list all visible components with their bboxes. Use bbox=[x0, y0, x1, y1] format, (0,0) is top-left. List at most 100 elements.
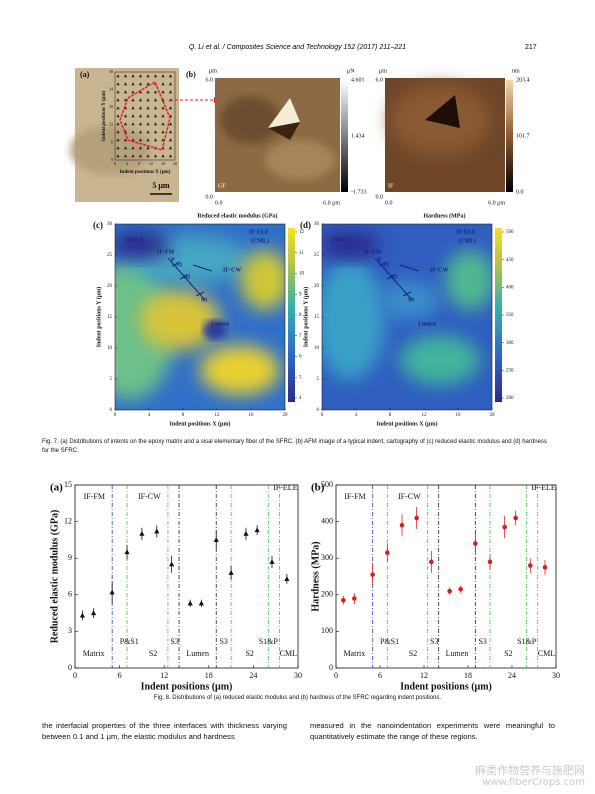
point bbox=[513, 515, 518, 521]
region-label: S3 bbox=[170, 637, 178, 646]
colorbar-title: Hardness (MPa) bbox=[423, 212, 465, 219]
point bbox=[447, 588, 452, 594]
axis-title: Indent positions X (μm) bbox=[120, 170, 171, 175]
region-label: S2 bbox=[504, 649, 512, 658]
annotation: S3 bbox=[201, 297, 207, 303]
region-label: P&S1 bbox=[380, 637, 399, 646]
y-tick-label: 25 bbox=[107, 253, 113, 258]
colorbar-tick-label: 350 bbox=[506, 313, 514, 318]
point bbox=[502, 524, 507, 530]
region-boundary-label: IF-FM bbox=[344, 492, 365, 501]
x-tick-label: 24 bbox=[508, 671, 516, 680]
point bbox=[370, 572, 375, 577]
colorbar-tick-label: 4 bbox=[299, 396, 302, 401]
point bbox=[352, 596, 357, 601]
region-label: Matrix bbox=[343, 649, 365, 658]
region-label: S3 bbox=[219, 637, 227, 646]
y-tick-label: 12 bbox=[109, 122, 113, 127]
axis-title: Indent positions X (μm) bbox=[170, 420, 231, 427]
panel-label: (c) bbox=[93, 220, 103, 230]
colorbar-tick-label: -1.733 bbox=[351, 189, 367, 195]
axis-title: Hardness (MPa) bbox=[310, 541, 321, 611]
annotation: (CML) bbox=[251, 237, 269, 244]
colorbar-tick-label: 9 bbox=[299, 292, 302, 297]
y-tick-label: 24 bbox=[109, 87, 113, 92]
point bbox=[213, 537, 219, 542]
axis-title: Indent positions X (μm) bbox=[377, 420, 438, 427]
x-tick-label: 8 bbox=[138, 161, 140, 166]
colorbar-tick-label: 10 bbox=[299, 272, 305, 277]
panel-a: (a) Indent positions Y (μm) Indent posit… bbox=[70, 68, 220, 202]
annotation: S2 bbox=[184, 274, 190, 280]
y-tick-label: 10 bbox=[107, 346, 113, 351]
x-tick-label: 16 bbox=[456, 413, 462, 418]
colorbar-tick-label: 250 bbox=[506, 368, 514, 373]
x-tick-label: 4 bbox=[148, 413, 151, 418]
annotation: Lumen bbox=[418, 321, 437, 327]
point bbox=[187, 600, 193, 606]
indent bbox=[425, 95, 460, 128]
annotation: S1 bbox=[383, 262, 389, 268]
x-tick-label: 0 bbox=[114, 413, 117, 418]
y-tick-label: 15 bbox=[64, 480, 72, 489]
x-tick-label: 20 bbox=[173, 161, 177, 166]
annotation: S1 bbox=[176, 262, 182, 268]
y-tick-label: 0 bbox=[111, 157, 113, 162]
annotation: Matrix bbox=[332, 237, 350, 243]
x-tick-label: 18 bbox=[205, 671, 213, 680]
y-tick-label: 400 bbox=[321, 516, 333, 525]
point bbox=[414, 515, 419, 521]
running-title: Q. Li et al. / Composites Science and Te… bbox=[188, 44, 407, 51]
x-tick-label: 30 bbox=[552, 671, 560, 680]
axis-title: Indent positions Y (μm) bbox=[95, 287, 102, 347]
panel-b: (b) μm6.00.00.0 6.0 μmGFμN4.6011.434-1.73… bbox=[186, 68, 530, 206]
colorbar-tick-label: 6 bbox=[299, 355, 302, 360]
region-boundary-label: IF-FM bbox=[84, 492, 105, 501]
region-label: Lumen bbox=[446, 649, 469, 658]
panel-d: (d) Hardness (MPa) Indent positions Y (μm)… bbox=[300, 212, 514, 427]
colorbar-tick-label: 200 bbox=[506, 396, 514, 401]
point bbox=[269, 559, 275, 564]
watermark: 麻类作物营养与施肥网 bbox=[475, 764, 585, 777]
y-tick-label: 0 bbox=[68, 663, 72, 672]
point bbox=[124, 549, 130, 555]
annotation: IF-CW bbox=[223, 267, 241, 273]
point bbox=[154, 528, 160, 534]
colorbar-tick-label: 1.434 bbox=[351, 133, 365, 139]
watermark: www.fiberCrops.com bbox=[482, 777, 585, 788]
section-marks bbox=[374, 257, 420, 301]
y-tick-label: 18 bbox=[109, 104, 113, 109]
x-tick-label: 0 bbox=[114, 161, 116, 166]
y-tick-label: 30 bbox=[109, 69, 113, 74]
colorbar-tick-label: 5 bbox=[299, 375, 302, 380]
point bbox=[169, 561, 175, 567]
panel-label: (a) bbox=[80, 70, 90, 79]
x-tick-label: 12 bbox=[420, 671, 428, 680]
y-tick-label: 200 bbox=[321, 590, 333, 599]
x-label: 0.0 bbox=[385, 200, 393, 206]
region-boundary-label: IF-CW bbox=[398, 492, 421, 501]
panel-label: (d) bbox=[300, 220, 311, 230]
x-tick-label: 8 bbox=[182, 413, 185, 418]
x-tick-label: 18 bbox=[464, 671, 472, 680]
annotation: IF-CW bbox=[430, 267, 448, 273]
region-label: S2 bbox=[409, 649, 417, 658]
y-tick-label: 15 bbox=[107, 315, 113, 320]
colorbar-tick-label: 500 bbox=[506, 230, 514, 235]
y-tick-label: 30 bbox=[314, 222, 320, 227]
colorbar-tick-label: 203.4 bbox=[516, 77, 530, 83]
fiber-outline bbox=[119, 80, 171, 151]
image-tag: GF bbox=[218, 183, 226, 189]
y-tick-label: 30 bbox=[107, 222, 113, 227]
x-tick-label: 20 bbox=[490, 413, 496, 418]
annotation: IF-ELE bbox=[456, 229, 476, 235]
colorbar-tick-label: 4.601 bbox=[351, 77, 365, 83]
region-label: CML bbox=[538, 649, 555, 658]
point bbox=[109, 589, 115, 595]
indent-grid bbox=[114, 71, 176, 161]
body-text: measured in the nanoindentation experime… bbox=[310, 721, 555, 741]
y-label: 0.0 bbox=[376, 194, 384, 200]
point bbox=[458, 587, 463, 592]
region-label: S3 bbox=[478, 637, 486, 646]
